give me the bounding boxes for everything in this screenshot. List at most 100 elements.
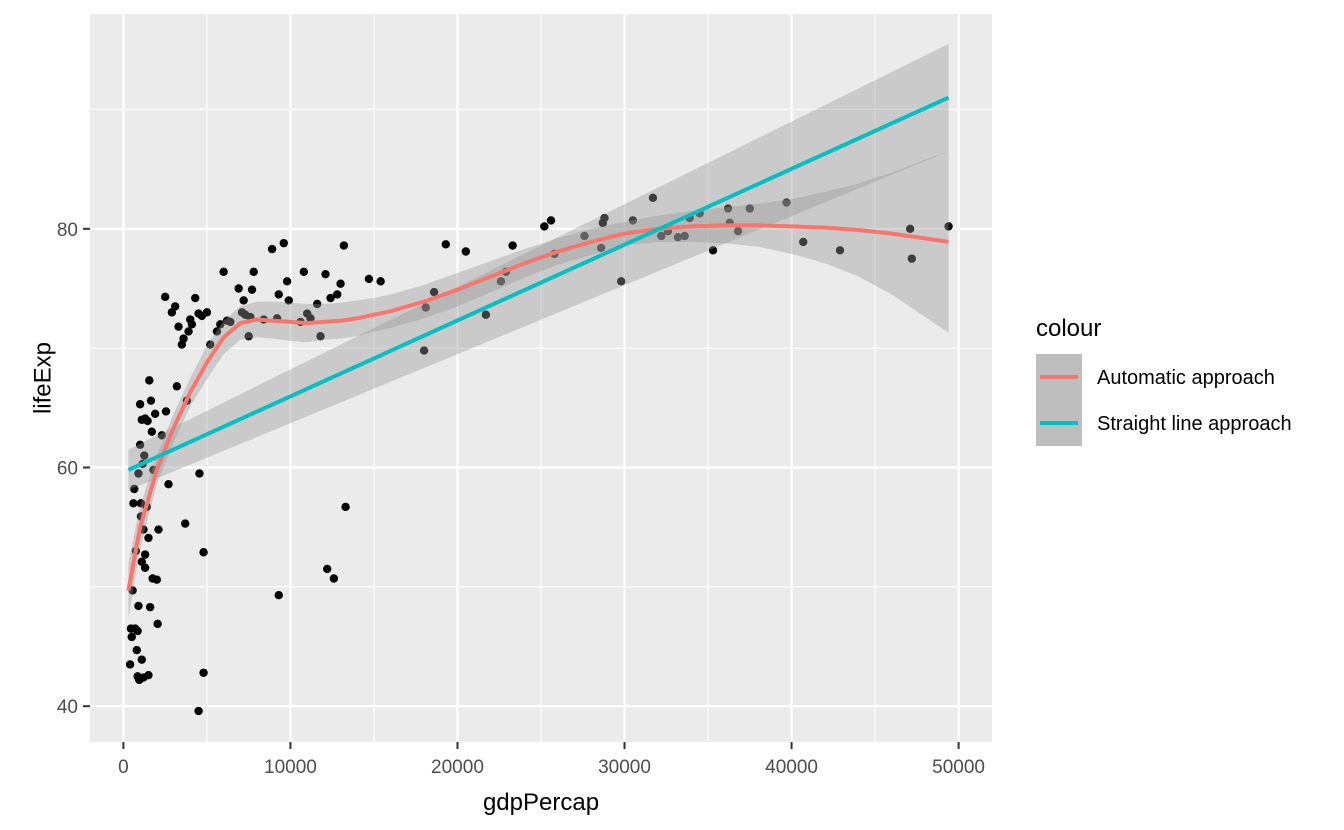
data-point (195, 469, 204, 478)
data-point (600, 213, 609, 223)
data-point (199, 548, 208, 557)
data-point (279, 238, 288, 248)
data-point (144, 670, 153, 680)
scatter-points (125, 193, 953, 716)
data-point (212, 327, 222, 336)
data-point (282, 277, 292, 286)
data-point (267, 244, 277, 254)
data-point (339, 241, 349, 250)
data-point (341, 502, 350, 512)
data-point (799, 237, 808, 247)
x-axis-title: gdpPercap (483, 789, 599, 816)
data-point (905, 224, 915, 234)
data-point (274, 591, 283, 600)
data-point (150, 409, 160, 419)
data-point (306, 314, 315, 323)
legend-label: Straight line approach (1097, 413, 1292, 435)
y-axis-title: lifeExp (29, 342, 56, 414)
data-point (419, 346, 429, 355)
data-point (322, 564, 332, 574)
data-point (461, 247, 471, 256)
data-point (249, 267, 258, 276)
data-point (179, 334, 188, 343)
data-point (680, 231, 689, 241)
data-point (481, 310, 491, 319)
data-point (247, 285, 257, 294)
data-point (134, 601, 143, 611)
data-point (161, 407, 171, 416)
x-tick-label: 50000 (932, 757, 985, 778)
data-point (496, 277, 506, 286)
data-point (745, 204, 754, 213)
y-axis-ticks: 40 60 80 (57, 220, 90, 718)
data-point (181, 519, 190, 528)
data-point (145, 376, 154, 385)
data-point (187, 320, 197, 329)
data-point (782, 198, 791, 207)
data-point (284, 296, 293, 305)
data-point (508, 241, 517, 250)
y-tick-label: 80 (57, 220, 78, 241)
data-point (135, 440, 145, 450)
series-line (126, 223, 949, 591)
legend-entries: Automatic approach Straight line approach (1036, 354, 1292, 446)
minor-gridlines (90, 14, 992, 742)
data-point (907, 254, 917, 263)
data-point (199, 668, 208, 677)
data-point (234, 284, 243, 293)
data-point (145, 602, 155, 612)
data-point (321, 269, 330, 279)
data-point (140, 451, 149, 460)
data-point (421, 303, 430, 312)
data-point (157, 431, 167, 440)
data-point (194, 706, 203, 716)
data-point (364, 274, 374, 284)
data-point (376, 277, 385, 286)
data-point (143, 416, 152, 426)
x-tick-label: 10000 (264, 757, 317, 778)
data-point (152, 575, 162, 584)
data-point (140, 550, 150, 559)
data-point (140, 563, 150, 572)
y-tick-label: 40 (57, 697, 78, 718)
data-point (219, 267, 228, 276)
data-point (202, 308, 212, 317)
data-point (628, 216, 638, 225)
data-point (657, 231, 666, 241)
data-point (835, 246, 845, 255)
data-point (132, 645, 141, 655)
data-point (170, 302, 180, 311)
data-point (723, 204, 733, 213)
data-point (708, 246, 718, 255)
data-point (596, 243, 606, 253)
major-gridlines (90, 14, 992, 742)
series-line (127, 95, 950, 472)
data-point (134, 469, 143, 478)
data-point (226, 317, 235, 327)
x-tick-label: 40000 (765, 757, 818, 778)
data-point (546, 216, 556, 225)
x-tick-label: 30000 (598, 757, 651, 778)
data-point (133, 626, 142, 636)
legend-label: Automatic approach (1097, 367, 1275, 389)
data-point (616, 277, 626, 286)
data-point (127, 632, 136, 642)
data-point (125, 660, 135, 669)
data-point (216, 320, 225, 329)
data-point (206, 340, 215, 349)
confidence-ribbon (128, 151, 949, 618)
data-point (540, 222, 549, 231)
data-point (429, 287, 439, 297)
data-point (153, 619, 162, 629)
data-point (733, 227, 743, 236)
data-point (648, 193, 658, 202)
data-point (191, 293, 200, 303)
data-point (172, 382, 182, 391)
legend-title: colour (1036, 315, 1101, 342)
y-tick-label: 60 (57, 459, 78, 480)
data-point (336, 279, 345, 288)
x-tick-label: 0 (118, 757, 129, 778)
data-point (146, 396, 156, 405)
